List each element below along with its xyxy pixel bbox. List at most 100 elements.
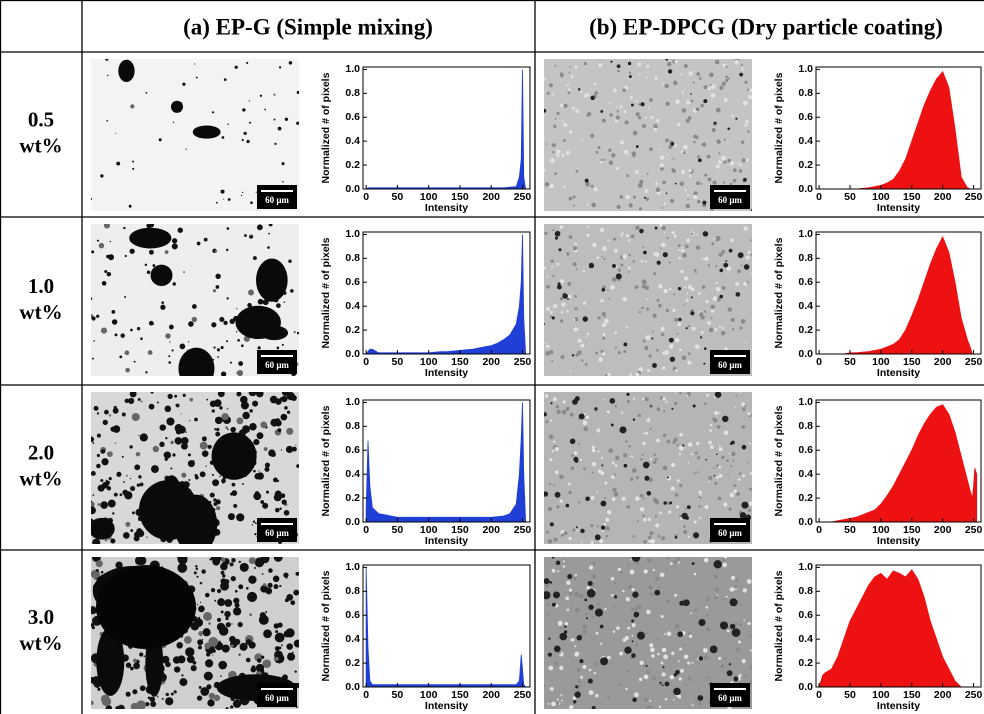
particle: [238, 653, 241, 656]
grain: [678, 452, 682, 456]
particle: [188, 479, 191, 482]
particle: [567, 573, 573, 580]
grain: [590, 184, 594, 188]
grain: [614, 464, 618, 467]
particle: [729, 442, 733, 445]
grain: [647, 517, 651, 522]
grain: [707, 177, 712, 182]
grain: [726, 459, 729, 463]
particle: [100, 570, 104, 574]
particle: [274, 656, 279, 661]
particle: [238, 584, 244, 590]
grain: [687, 198, 689, 201]
y-tick-label: 0.6: [798, 444, 813, 456]
grain: [707, 86, 711, 91]
grain: [584, 62, 588, 65]
particle: [215, 273, 221, 280]
particle: [91, 676, 95, 684]
x-tick-label: 200: [934, 356, 952, 368]
grain: [563, 123, 568, 128]
x-tick-label: 200: [934, 689, 952, 701]
grain: [631, 151, 637, 156]
particle: [242, 108, 246, 112]
grain: [613, 248, 619, 253]
grain: [637, 62, 642, 67]
grain: [551, 568, 556, 573]
grain: [677, 249, 680, 251]
particle: [93, 340, 95, 342]
particle: [254, 522, 257, 525]
particle: [235, 331, 238, 333]
grain: [653, 127, 658, 132]
grain: [745, 341, 748, 344]
particle: [549, 581, 553, 584]
particle: [150, 392, 154, 394]
y-tick-label: 0.4: [798, 633, 813, 645]
grain: [656, 438, 660, 443]
particle: [205, 465, 207, 467]
grain: [590, 524, 594, 528]
grain: [738, 640, 742, 644]
particle: [164, 457, 168, 461]
grain: [688, 634, 693, 638]
particle: [104, 269, 108, 273]
grain: [651, 654, 655, 658]
grain: [721, 249, 726, 254]
particle: [290, 289, 294, 293]
y-tick-label: 1.0: [345, 228, 360, 240]
particle: [220, 610, 224, 614]
particle: [129, 227, 172, 249]
grain: [573, 327, 578, 332]
particle: [554, 236, 559, 240]
grain: [627, 239, 631, 242]
grain: [653, 124, 658, 129]
grain: [654, 457, 658, 461]
particle: [571, 354, 575, 357]
grain: [667, 153, 669, 156]
particle: [243, 131, 247, 136]
y-tick-label: 0.0: [798, 348, 813, 360]
particle: [230, 575, 236, 582]
grain: [698, 490, 702, 495]
grain: [617, 69, 620, 73]
histogram: 0.00.20.40.60.81.00 50 100 150 200 250Intensi…: [773, 63, 983, 214]
particle: [296, 464, 299, 468]
particle: [204, 659, 214, 668]
grain: [664, 698, 668, 701]
particle: [247, 591, 258, 603]
grain: [693, 134, 697, 139]
grain: [610, 576, 615, 581]
grain: [596, 428, 601, 433]
grain: [559, 499, 564, 503]
grain: [569, 66, 571, 68]
particle: [178, 347, 215, 376]
particle: [212, 479, 220, 487]
grain: [629, 569, 635, 575]
grain: [646, 558, 652, 563]
grain: [681, 108, 687, 113]
particle: [633, 611, 640, 618]
particle: [287, 652, 296, 661]
grain: [564, 621, 569, 626]
grain: [686, 292, 689, 295]
grain: [743, 281, 748, 286]
grain: [708, 476, 713, 481]
grain: [580, 91, 583, 94]
x-tick-label: 150: [903, 689, 921, 701]
particle: [713, 560, 722, 569]
particle: [208, 622, 211, 625]
grain: [697, 498, 700, 501]
grain: [625, 326, 629, 329]
grain: [605, 517, 610, 522]
grain: [545, 351, 550, 356]
grain: [680, 517, 683, 520]
grain: [710, 309, 715, 313]
particle: [627, 61, 632, 66]
grain: [707, 264, 710, 267]
grain: [605, 535, 608, 538]
row-label: 1.0: [28, 274, 54, 298]
particle: [550, 402, 553, 405]
grain: [727, 77, 730, 80]
particle: [91, 700, 94, 705]
plot-frame: [362, 231, 531, 355]
